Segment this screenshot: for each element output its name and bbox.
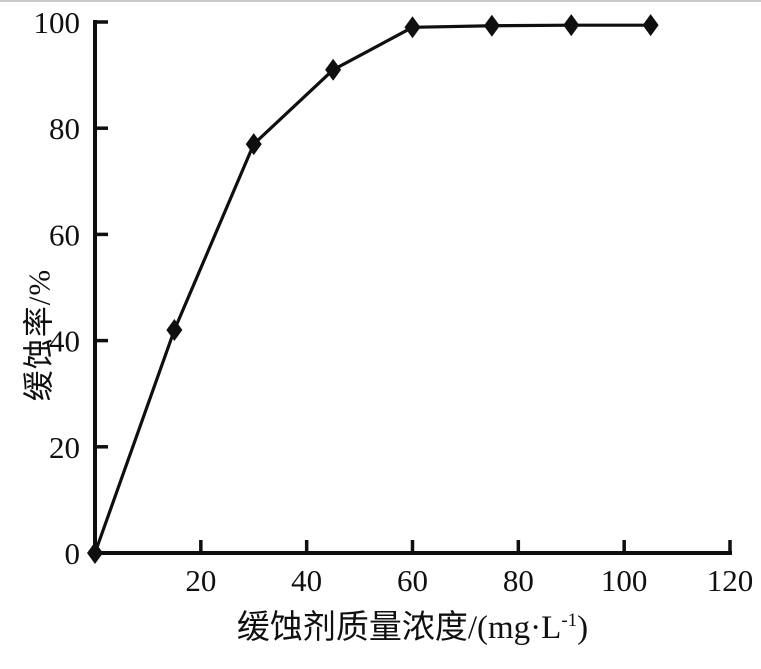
x-axis-unit-superscript: -1 — [561, 610, 578, 631]
x-tick-label: 120 — [707, 563, 754, 598]
axes — [93, 20, 732, 555]
y-tick-label: 80 — [49, 111, 80, 146]
data-point-marker — [483, 14, 500, 37]
y-tick-label: 60 — [49, 217, 80, 252]
data-point-marker — [642, 14, 659, 37]
x-tick-label: 20 — [185, 563, 216, 598]
data-point-marker — [404, 16, 421, 39]
data-line — [93, 23, 651, 554]
x-tick-label: 60 — [397, 563, 428, 598]
y-axis-title-text: 缓蚀率/% — [21, 268, 57, 402]
data-point-marker — [245, 133, 262, 156]
x-tick-label: 80 — [503, 563, 534, 598]
y-tick-label: 40 — [49, 324, 80, 359]
x-axis-title-suffix: ) — [577, 610, 589, 646]
x-axis-title-text: 缓蚀剂质量浓度/(mg·L — [236, 610, 562, 646]
data-point-marker — [563, 14, 580, 37]
x-tick-label: 100 — [601, 563, 648, 598]
x-axis-title: 缓蚀剂质量浓度/(mg·L-1) — [95, 600, 730, 648]
data-point-marker — [87, 542, 103, 564]
data-point-marker — [325, 58, 342, 81]
data-point-marker — [166, 318, 183, 341]
x-tick-label: 40 — [291, 563, 322, 598]
y-axis-title: 缓蚀率/% — [14, 269, 59, 401]
y-tick-label: 100 — [34, 5, 81, 40]
y-tick-label: 20 — [49, 430, 80, 465]
y-tick-label: 0 — [65, 536, 81, 571]
